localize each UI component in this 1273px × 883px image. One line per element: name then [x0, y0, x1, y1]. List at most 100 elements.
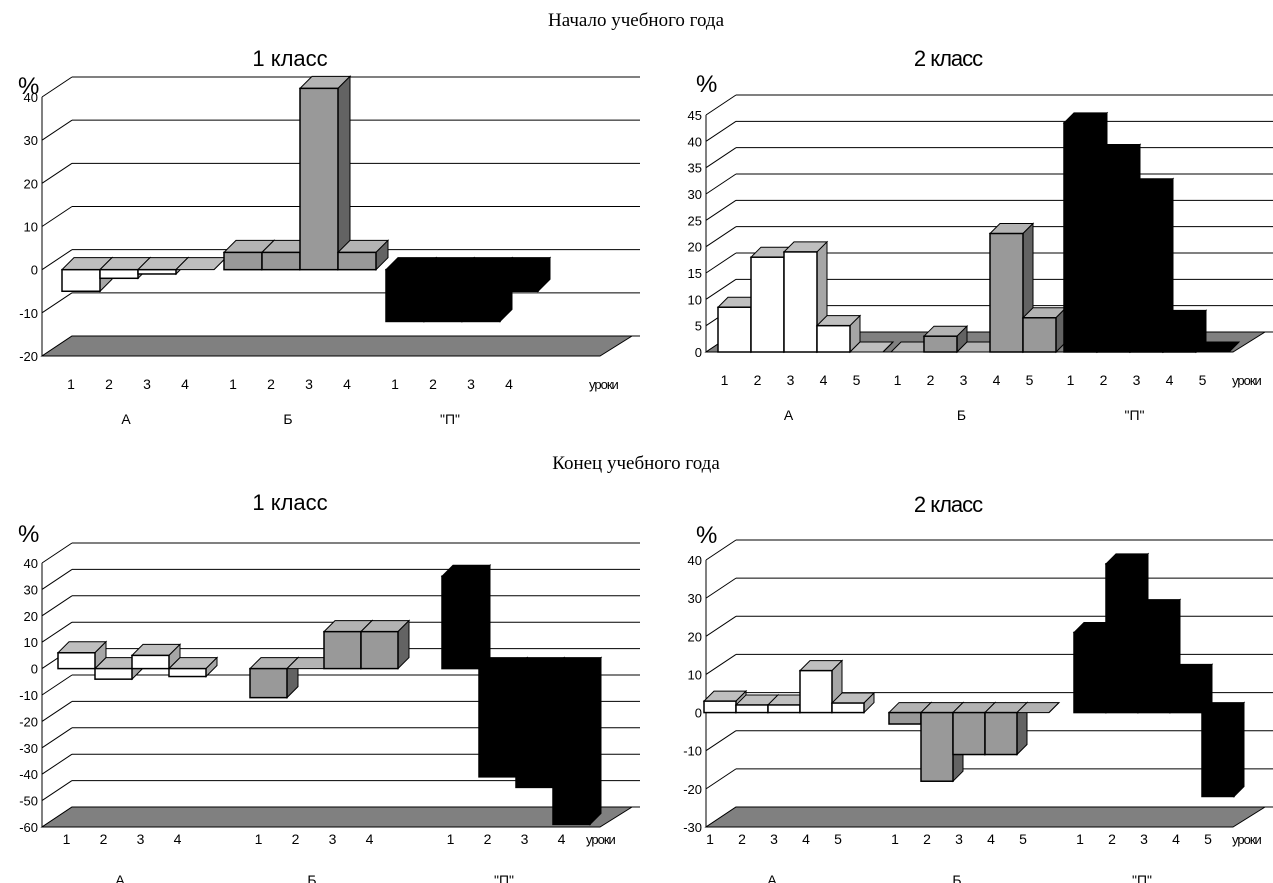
x-tick-label: 3 — [1140, 831, 1148, 847]
chart-title: 2 класс — [914, 46, 983, 71]
gridline-diagonal — [41, 621, 73, 643]
y-tick-label: -20 — [683, 782, 702, 797]
bar-front-face — [337, 251, 377, 271]
y-tick-label: 40 — [24, 556, 38, 571]
y-axis-label: % — [696, 522, 717, 549]
y-axis-label: % — [696, 71, 717, 98]
gridline-diagonal — [705, 278, 737, 300]
y-tick-label: -20 — [19, 714, 38, 729]
gridline-diagonal — [41, 568, 73, 590]
bar-front-face — [552, 667, 591, 826]
x-tick-label: 5 — [853, 372, 861, 388]
x-tick-label: 4 — [181, 376, 189, 392]
bar-side-face — [337, 75, 351, 271]
y-tick-label: 30 — [24, 133, 38, 148]
bar — [1168, 663, 1214, 714]
x-tick-label: 2 — [292, 831, 300, 847]
x-tick-label: 1 — [706, 831, 714, 847]
bar-front-face — [94, 667, 133, 680]
bar — [702, 689, 748, 714]
chart-start-grade1: 1 класс%40 30 20 10 0 -10 -20 1 2 3 4 А 1 2 3 4 Б 1 2 3 4 "П"… — [18, 46, 640, 427]
x-tick-label: 4 — [366, 831, 374, 847]
bar-front-face — [99, 268, 139, 280]
y-axis-label: % — [18, 73, 39, 100]
x-tick-label: 3 — [787, 372, 795, 388]
bar — [1194, 341, 1241, 353]
y-tick-label: -20 — [19, 349, 38, 364]
x-tick-label: 4 — [505, 376, 513, 392]
gridline-diagonal — [705, 173, 737, 195]
chart-floor — [40, 806, 634, 828]
y-tick-label: 10 — [24, 220, 38, 235]
x-tick-label: 5 — [1199, 372, 1207, 388]
gridline-diagonal — [41, 595, 73, 617]
series-group-label: Б — [957, 407, 966, 423]
series-group-label: А — [121, 411, 131, 427]
bar-front-face — [137, 268, 177, 275]
y-tick-label: 40 — [688, 553, 702, 568]
gridline-diagonal — [41, 292, 73, 314]
gridline-diagonal — [705, 654, 737, 675]
x-tick-label: 4 — [802, 831, 810, 847]
y-tick-label: 10 — [24, 635, 38, 650]
y-tick-label: 0 — [695, 345, 702, 360]
y-tick-label: 20 — [688, 629, 702, 644]
y-tick-label: 5 — [695, 319, 702, 334]
series-group-label: "П" — [1124, 407, 1144, 423]
x-axis-label: уроки — [589, 377, 619, 392]
bar — [167, 656, 219, 678]
bar-front-face — [1063, 122, 1098, 353]
gridline-diagonal — [705, 252, 737, 274]
gridline-diagonal — [41, 249, 73, 271]
x-tick-label: 3 — [770, 831, 778, 847]
bar-front-face — [767, 704, 801, 714]
y-tick-label: -40 — [19, 767, 38, 782]
x-tick-label: 5 — [834, 831, 842, 847]
bar — [298, 75, 352, 271]
bar-front-face — [952, 711, 986, 756]
y-tick-label: 35 — [688, 161, 702, 176]
bar-front-face — [703, 700, 737, 714]
bar — [56, 640, 108, 670]
bar-front-face — [1129, 187, 1164, 353]
bar-front-face — [1022, 317, 1057, 353]
x-tick-label: 5 — [1204, 831, 1212, 847]
chart-floor — [704, 806, 1267, 828]
gridline-diagonal — [41, 542, 73, 564]
x-tick-label: 4 — [1166, 372, 1174, 388]
gridline-diagonal — [705, 94, 737, 116]
bar — [983, 701, 1029, 756]
chart-title: 1 класс — [252, 490, 327, 515]
bar-front-face — [920, 711, 954, 782]
x-tick-label: 4 — [987, 831, 995, 847]
x-tick-label: 3 — [960, 372, 968, 388]
section-title-end: Конец учебного года — [552, 453, 720, 474]
section-title-start: Начало учебного года — [548, 10, 725, 31]
x-tick-label: 3 — [137, 831, 145, 847]
x-tick-label: 1 — [67, 376, 75, 392]
bar — [1128, 177, 1175, 354]
gridline-diagonal — [41, 727, 73, 749]
x-tick-label: 2 — [754, 372, 762, 388]
x-tick-label: 1 — [894, 372, 902, 388]
y-tick-label: 15 — [688, 266, 702, 281]
bar-front-face — [831, 702, 865, 714]
series-group-label: "П" — [440, 411, 460, 427]
x-tick-label: 2 — [738, 831, 746, 847]
x-tick-label: 1 — [229, 376, 237, 392]
gridline-diagonal — [705, 577, 737, 599]
chart-end-grade1: 1 класс% 40 30 20 10 0 -10 -20 -30 -40 -50 -60 1 2 3 4 А… — [18, 490, 640, 883]
bar — [1200, 701, 1246, 798]
bar-front-face — [168, 667, 207, 678]
x-tick-label: 2 — [429, 376, 437, 392]
y-tick-label: 10 — [688, 292, 702, 307]
bar — [1161, 309, 1208, 354]
series-group-label: А — [784, 407, 794, 423]
gridline-diagonal — [705, 226, 737, 248]
x-tick-label: 1 — [1076, 831, 1084, 847]
y-tick-label: 0 — [695, 706, 702, 721]
bar-front-face — [799, 669, 833, 714]
gridline-diagonal — [41, 162, 73, 184]
